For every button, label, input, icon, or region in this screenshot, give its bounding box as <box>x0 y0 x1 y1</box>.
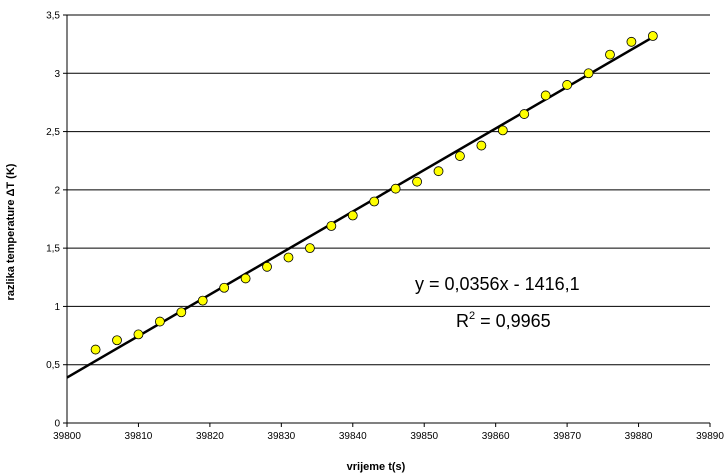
r-squared-superscript: 2 <box>469 310 475 322</box>
data-point <box>540 90 551 101</box>
x-tick-label: 39850 <box>410 431 438 442</box>
data-point <box>562 80 573 90</box>
data-points <box>90 31 658 355</box>
data-point <box>433 166 444 177</box>
trendline-equation: y = 0,0356x - 1416,1 <box>415 274 580 294</box>
data-point <box>197 295 208 306</box>
data-point <box>390 183 401 194</box>
x-tick-label: 39830 <box>267 431 295 442</box>
x-tick-label: 39820 <box>196 431 224 442</box>
x-tick-label: 39860 <box>482 431 510 442</box>
x-tick-label: 39890 <box>696 431 724 442</box>
plot-area: 39800 39810 39820 39830 39840 39850 39860 39870… <box>46 11 724 443</box>
r-squared-label: R2 = 0,9965 <box>456 310 551 331</box>
x-axis-title: vrijeme t(s) <box>347 461 406 473</box>
data-point <box>133 329 144 340</box>
y-axis-title: razlika temperature ΔT (K) <box>5 163 17 300</box>
x-tick-label: 39810 <box>125 431 153 442</box>
y-axis-ticks: 0 0,5 1 1,5 2 2,5 3 3,5 <box>46 11 67 430</box>
data-point <box>626 36 637 47</box>
x-tick-label: 39880 <box>625 431 653 442</box>
x-tick-label: 39800 <box>53 431 81 442</box>
data-point <box>369 196 380 207</box>
y-tick-label: 1 <box>54 302 60 313</box>
data-point <box>90 344 101 355</box>
y-tick-label: 3 <box>54 69 60 80</box>
x-axis-ticks: 39800 39810 39820 39830 39840 39850 39860 39870… <box>53 423 724 442</box>
data-point <box>154 316 165 327</box>
data-point <box>283 252 294 263</box>
data-point <box>112 335 122 346</box>
data-point <box>176 307 187 318</box>
y-tick-label: 2 <box>54 185 60 196</box>
data-point <box>605 49 615 60</box>
x-tick-label: 39870 <box>553 431 581 442</box>
data-point <box>326 221 337 231</box>
data-point <box>497 125 508 136</box>
data-point <box>455 151 465 161</box>
data-point <box>647 31 658 41</box>
data-point <box>583 68 594 79</box>
gridlines <box>67 14 710 366</box>
data-point <box>412 176 422 187</box>
y-tick-label: 0,5 <box>46 360 60 371</box>
data-point <box>240 273 251 284</box>
r-squared-prefix: R <box>456 311 469 331</box>
y-tick-label: 1,5 <box>46 244 60 255</box>
data-point <box>262 261 272 272</box>
data-point <box>305 243 315 254</box>
x-tick-label: 39840 <box>339 431 367 442</box>
y-tick-label: 2,5 <box>46 127 60 138</box>
y-tick-label: 0 <box>54 419 60 430</box>
y-tick-label: 3,5 <box>46 11 60 22</box>
data-point <box>219 282 230 293</box>
data-point <box>476 140 487 151</box>
r-squared-value: = 0,9965 <box>475 311 551 331</box>
data-point <box>347 210 358 221</box>
data-point <box>519 109 530 119</box>
